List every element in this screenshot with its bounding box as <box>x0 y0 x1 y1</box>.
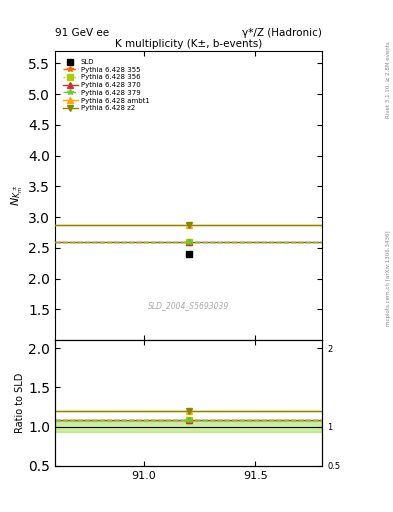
Text: SLD_2004_S5693039: SLD_2004_S5693039 <box>148 301 229 310</box>
Legend: SLD, Pythia 6.428 355, Pythia 6.428 356, Pythia 6.428 370, Pythia 6.428 379, Pyt: SLD, Pythia 6.428 355, Pythia 6.428 356,… <box>61 57 151 113</box>
Text: mcplots.cern.ch [arXiv:1306.3436]: mcplots.cern.ch [arXiv:1306.3436] <box>386 230 391 326</box>
Text: Rivet 3.1.10, ≥ 2.8M events: Rivet 3.1.10, ≥ 2.8M events <box>386 41 391 118</box>
Bar <box>55 421 322 432</box>
Text: γ*/Z (Hadronic): γ*/Z (Hadronic) <box>242 28 322 38</box>
Title: K multiplicity (K±, b-events): K multiplicity (K±, b-events) <box>115 39 262 49</box>
Text: 91 GeV ee: 91 GeV ee <box>55 28 109 38</box>
Y-axis label: Ratio to SLD: Ratio to SLD <box>15 373 26 433</box>
Y-axis label: $N_{K^\pm_m}$: $N_{K^\pm_m}$ <box>9 185 26 206</box>
Bar <box>55 423 322 430</box>
